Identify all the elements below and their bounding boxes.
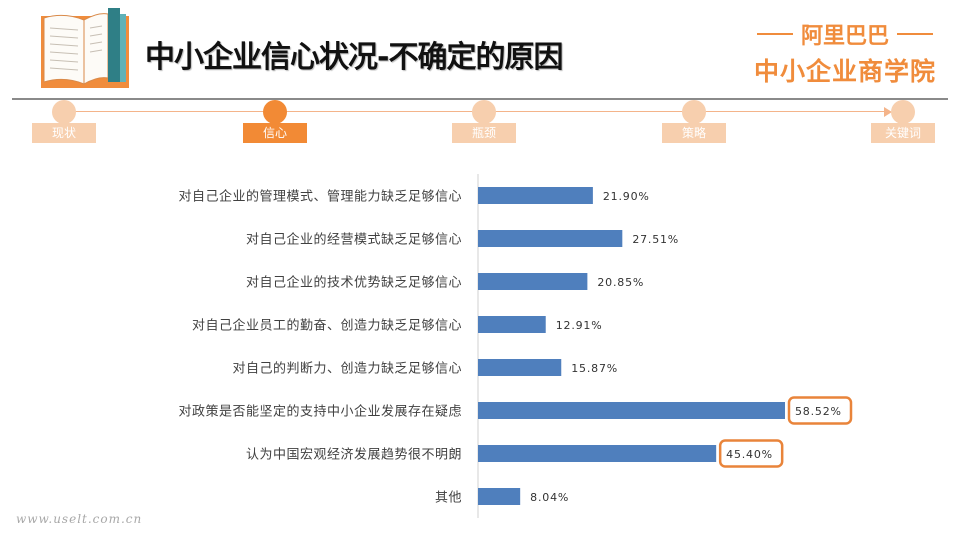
data-label: 21.90% [603,190,650,203]
tab-celue[interactable]: 策略 [662,123,726,143]
data-label: 12.91% [556,319,603,332]
bar [478,187,593,204]
data-label: 27.51% [632,233,679,246]
bar [478,359,562,376]
category-label: 对自己企业的管理模式、管理能力缺乏足够信心 [178,189,462,205]
data-label: 58.52% [795,405,842,418]
nav-dot-xinxin [263,100,287,124]
data-label: 8.04% [530,491,569,504]
tab-pingjing[interactable]: 瓶颈 [452,123,516,143]
highlight-box [787,396,853,425]
category-label: 对自己的判断力、创造力缺乏足够信心 [232,361,462,377]
highlight-box [718,439,784,468]
bar-chart: 对自己企业的管理模式、管理能力缺乏足够信心 21.90% 对自己企业的经营模式缺乏足… [178,174,853,518]
category-label: 对自己企业的经营模式缺乏足够信心 [246,232,462,248]
nav-dot-pingjing [472,100,496,124]
brand-main-text: 中小企业商学院 [753,57,936,86]
data-label: 20.85% [597,276,644,289]
tab-xinxin[interactable]: 信心 [243,123,307,143]
bar [478,488,521,505]
brand-top-text: 阿里巴巴 [800,24,889,49]
bar [478,316,546,333]
bar [478,273,588,290]
category-label: 对自己企业员工的勤奋、创造力缺乏足够信心 [192,318,462,334]
category-label: 对政策是否能坚定的支持中小企业发展存在疑虑 [178,404,462,420]
tab-xianzhuang[interactable]: 现状 [32,123,96,143]
nav-dot-xianzhuang [52,100,76,124]
header-divider [12,98,948,100]
data-label: 45.40% [726,448,773,461]
brand-logo: 阿里巴巴 中小企业商学院 [750,18,940,88]
nav-dot-guanjianci [891,100,915,124]
open-book-icon [41,8,129,88]
data-label: 15.87% [571,362,618,375]
nav-dot-celue [682,100,706,124]
brand-dash-left [756,33,793,35]
bar [478,402,785,419]
bar [478,445,717,462]
timeline-arrow-icon [884,107,892,117]
watermark: www.uselt.com.cn [16,512,143,526]
category-label: 其他 [435,491,462,506]
bar [478,230,623,247]
tab-guanjianci[interactable]: 关键词 [871,123,935,143]
page-title: 中小企业信心状况-不确定的原因 [145,40,563,75]
category-label: 认为中国宏观经济发展趋势很不明朗 [246,447,462,463]
brand-dash-right [897,33,933,35]
category-label: 对自己企业的技术优势缺乏足够信心 [246,275,462,291]
